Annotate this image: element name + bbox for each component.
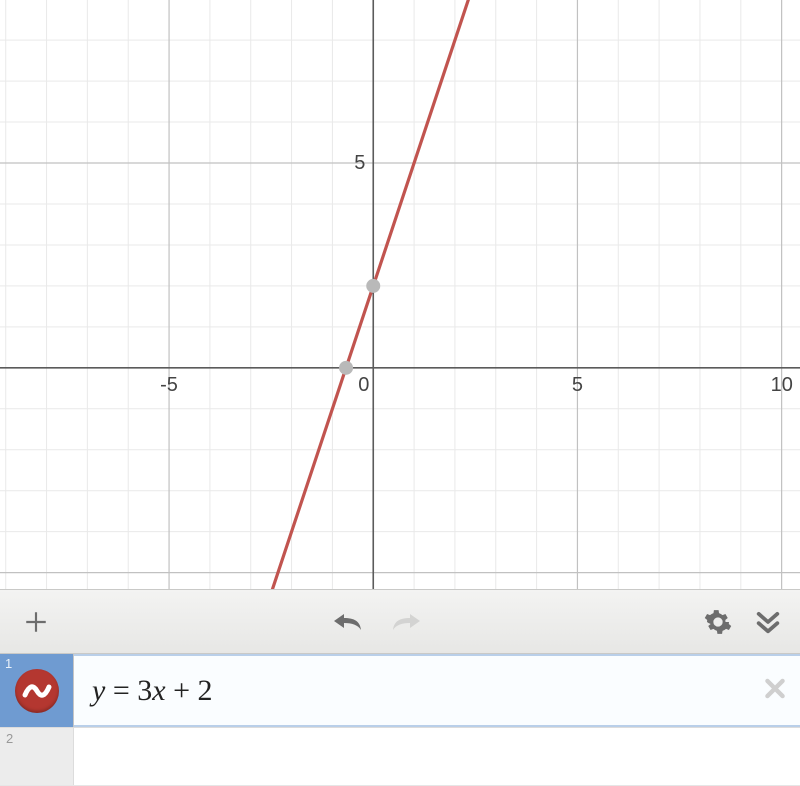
expression-row-empty[interactable]: 2 xyxy=(0,728,800,786)
add-expression-button[interactable] xyxy=(18,604,54,640)
axis-tick-label: 0 xyxy=(358,374,369,397)
axis-tick-label: 5 xyxy=(354,152,365,175)
expression-input[interactable]: y = 3x + 2 xyxy=(74,654,800,727)
undo-button[interactable] xyxy=(329,604,365,640)
expression-formula: y = 3x + 2 xyxy=(92,674,213,708)
expression-style-circle[interactable] xyxy=(15,669,59,713)
axis-tick-label: -5 xyxy=(160,374,178,397)
delete-expression-button[interactable] xyxy=(762,675,788,706)
axis-tick-label: 10 xyxy=(771,374,793,397)
expression-toolbar xyxy=(0,589,800,654)
graph-svg xyxy=(0,0,800,589)
expression-row[interactable]: 1 y = 3x + 2 xyxy=(0,654,800,728)
graph-canvas[interactable]: 5 10 -5 5 0 xyxy=(0,0,800,589)
redo-icon xyxy=(390,609,424,635)
redo-button[interactable] xyxy=(389,604,425,640)
gear-icon xyxy=(704,608,732,636)
plus-icon xyxy=(23,609,49,635)
expression-index: 1 xyxy=(5,656,12,671)
expression-input-empty[interactable] xyxy=(74,728,800,785)
expression-index: 2 xyxy=(6,731,13,746)
undo-icon xyxy=(330,609,364,635)
axis-tick-label: 5 xyxy=(572,374,583,397)
expression-list: 1 y = 3x + 2 2 xyxy=(0,654,800,786)
close-icon xyxy=(762,675,788,701)
expression-empty-tab: 2 xyxy=(0,728,74,785)
settings-button[interactable] xyxy=(700,604,736,640)
collapse-button[interactable] xyxy=(750,604,786,640)
expression-color-tab[interactable]: 1 xyxy=(0,654,74,727)
chevrons-down-icon xyxy=(753,608,783,636)
wave-icon xyxy=(21,675,53,707)
